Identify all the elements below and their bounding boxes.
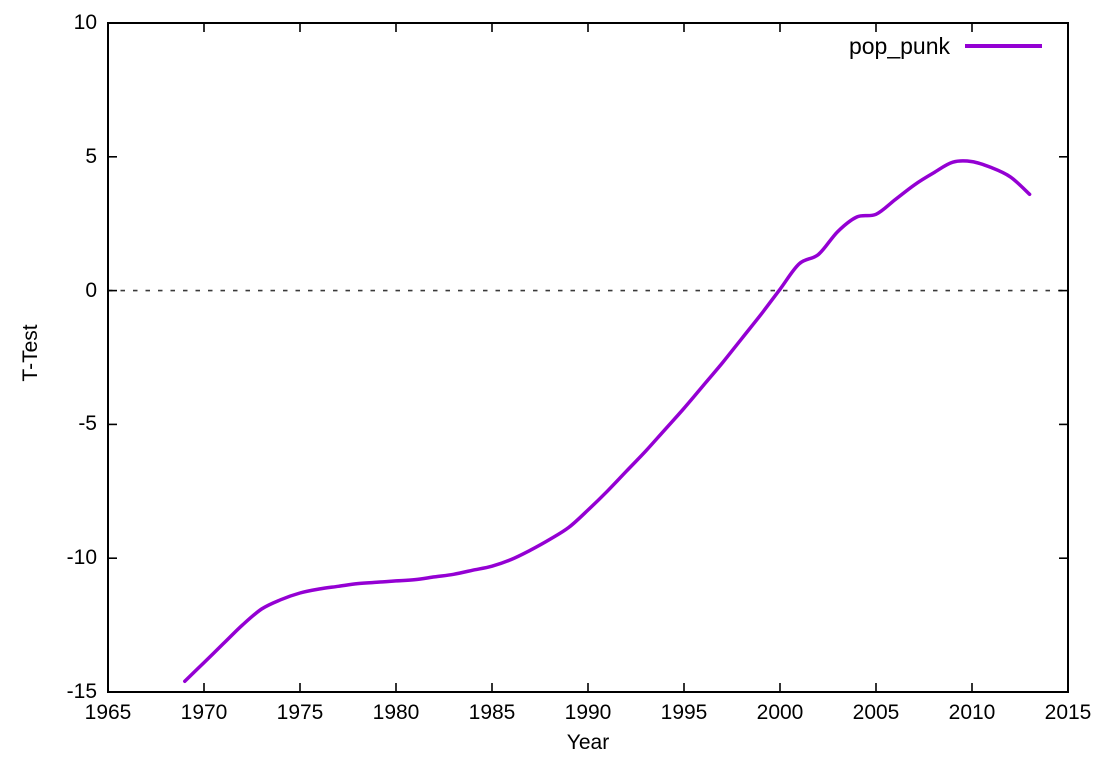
x-tick-label: 1965 — [84, 701, 132, 724]
y-tick-label: 10 — [73, 11, 97, 34]
x-tick-label: 1990 — [564, 701, 612, 724]
plot-border — [107, 22, 1069, 693]
y-axis-title: T-Test — [19, 324, 42, 382]
x-tick-label: 2010 — [948, 701, 996, 724]
x-tick-label: 2000 — [756, 701, 804, 724]
x-tick-label: 1995 — [660, 701, 708, 724]
x-tick-label: 1985 — [468, 701, 516, 724]
y-tick-label: 5 — [85, 144, 97, 168]
x-tick-label: 2005 — [852, 701, 900, 724]
y-tick-label: -5 — [78, 412, 97, 436]
x-tick-label: 1975 — [276, 701, 324, 724]
y-tick-label: -15 — [66, 680, 97, 703]
x-tick-label: 2015 — [1044, 701, 1092, 724]
y-tick-label: 0 — [85, 278, 97, 302]
series-line-pop_punk — [183, 159, 1032, 684]
legend-line-sample — [965, 44, 1042, 48]
y-tick-label: -10 — [66, 546, 97, 570]
x-tick-label: 1970 — [180, 701, 228, 724]
x-tick-label: 1980 — [372, 701, 420, 724]
x-axis-title: Year — [566, 731, 610, 754]
legend-label: pop_punk — [848, 33, 950, 59]
